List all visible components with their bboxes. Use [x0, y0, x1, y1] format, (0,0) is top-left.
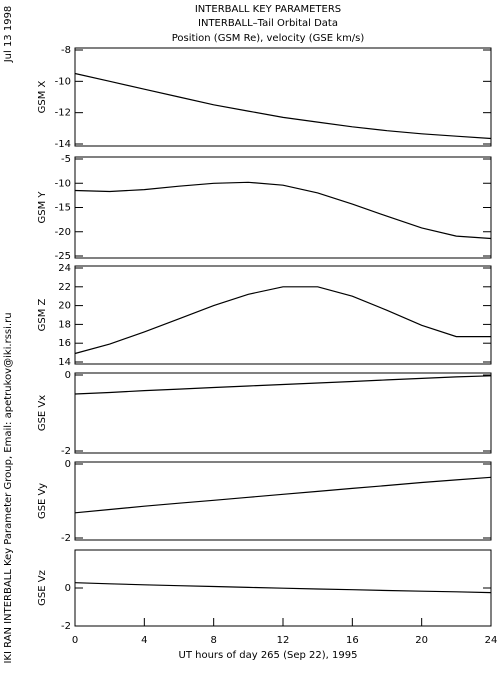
y-tick-label: -10	[55, 178, 71, 189]
y-tick-label: 18	[58, 319, 71, 330]
y-tick-label: 20	[58, 301, 71, 312]
data-line	[74, 582, 492, 594]
y-tick-label: 22	[58, 282, 71, 293]
data-line	[74, 181, 492, 240]
y-axis-label: GSE Vy	[37, 483, 48, 519]
y-tick-label: -8	[61, 45, 71, 56]
title-line: INTERBALL–Tail Orbital Data	[198, 18, 338, 29]
y-tick-label: 0	[65, 583, 71, 594]
y-tick-label: 24	[58, 263, 71, 274]
data-line	[74, 72, 492, 140]
y-tick-label: -25	[55, 251, 71, 262]
credit: IKI RAN INTERBALL Key Parameter Group, E…	[3, 312, 14, 663]
y-tick-label: -10	[55, 76, 71, 87]
y-tick-label: -2	[61, 446, 71, 457]
x-tick-label: 8	[210, 635, 216, 646]
title-line: Position (GSM Re), velocity (GSE km/s)	[172, 33, 365, 44]
x-tick-label: 12	[277, 635, 290, 646]
x-tick-label: 24	[485, 635, 498, 646]
y-tick-label: -2	[61, 533, 71, 544]
x-tick-label: 0	[72, 635, 78, 646]
panel-frame	[74, 461, 492, 541]
x-tick-label: 16	[346, 635, 359, 646]
y-axis-label: GSM Z	[37, 298, 48, 331]
title-line: INTERBALL KEY PARAMETERS	[195, 4, 341, 15]
panel-frame	[74, 265, 492, 365]
x-tick-label: 4	[141, 635, 147, 646]
date: Jul 13 1998	[3, 6, 14, 64]
y-tick-label: -15	[55, 203, 71, 214]
y-tick-label: -12	[55, 108, 71, 119]
y-tick-label: -20	[55, 227, 71, 238]
x-tick-label: 20	[415, 635, 428, 646]
y-axis-label: GSM X	[37, 80, 48, 113]
y-tick-label: 14	[58, 357, 71, 368]
data-line	[74, 286, 491, 355]
y-axis-label: GSE Vz	[37, 570, 48, 606]
y-axis-label: GSE Vx	[37, 395, 48, 431]
y-tick-label: -2	[61, 621, 71, 632]
y-tick-label: -5	[61, 154, 71, 165]
y-tick-label: -14	[55, 139, 71, 150]
y-tick-label: 0	[65, 459, 71, 470]
y-axis-label: GSM Y	[37, 191, 48, 224]
y-tick-label: 0	[65, 370, 71, 381]
x-axis-label: UT hours of day 265 (Sep 22), 1995	[179, 650, 358, 661]
data-line	[74, 375, 492, 395]
y-tick-label: 16	[58, 338, 71, 349]
panel-frame	[74, 372, 492, 454]
panel-frame	[74, 47, 492, 147]
panel-frame	[74, 156, 492, 259]
data-line	[74, 476, 492, 514]
